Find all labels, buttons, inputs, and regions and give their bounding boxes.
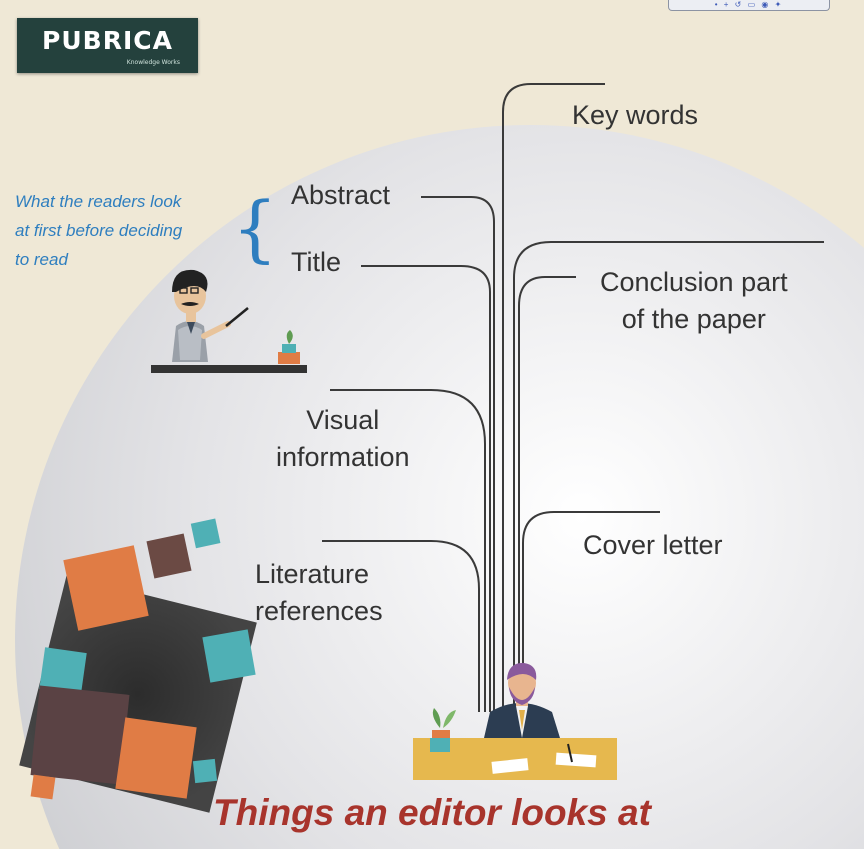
label-conclusion: Conclusion part of the paper xyxy=(600,267,788,334)
decorative-squares xyxy=(19,518,257,813)
branch-cover-letter xyxy=(522,511,660,712)
branch-abstract xyxy=(421,196,495,712)
branch-conclusion-upper xyxy=(513,241,824,712)
branch-visual xyxy=(330,389,486,712)
label-visual-information: Visual information xyxy=(276,405,410,472)
branch-title xyxy=(361,265,491,712)
editor-illustration xyxy=(413,662,617,780)
tree-lines xyxy=(322,83,824,712)
label-cover-letter: Cover letter xyxy=(583,530,723,560)
presenter-illustration xyxy=(151,269,307,373)
diagram-caption: Things an editor looks at xyxy=(213,792,651,833)
label-abstract: Abstract xyxy=(291,180,391,210)
logo-tagline: Knowledge Works xyxy=(126,59,180,66)
browser-toolbar-widget[interactable]: • + ↺ ▭ ◉ ✦ xyxy=(668,0,830,11)
branch-key-words xyxy=(502,83,605,712)
toolbar-glyphs: • + ↺ ▭ ◉ ✦ xyxy=(714,0,784,9)
reader-note: What the readers look at first before de… xyxy=(15,192,183,269)
curly-brace-icon: { xyxy=(232,186,278,270)
presenter-desk xyxy=(151,365,307,373)
label-literature-references: Literature references xyxy=(255,559,383,626)
pubrica-logo: PUBRICA Knowledge Works xyxy=(17,18,198,73)
logo-wordmark: PUBRICA xyxy=(42,26,173,55)
branch-conclusion-lower xyxy=(518,276,576,712)
label-title: Title xyxy=(291,247,342,277)
label-key-words: Key words xyxy=(572,100,699,130)
branch-literature xyxy=(322,540,480,712)
